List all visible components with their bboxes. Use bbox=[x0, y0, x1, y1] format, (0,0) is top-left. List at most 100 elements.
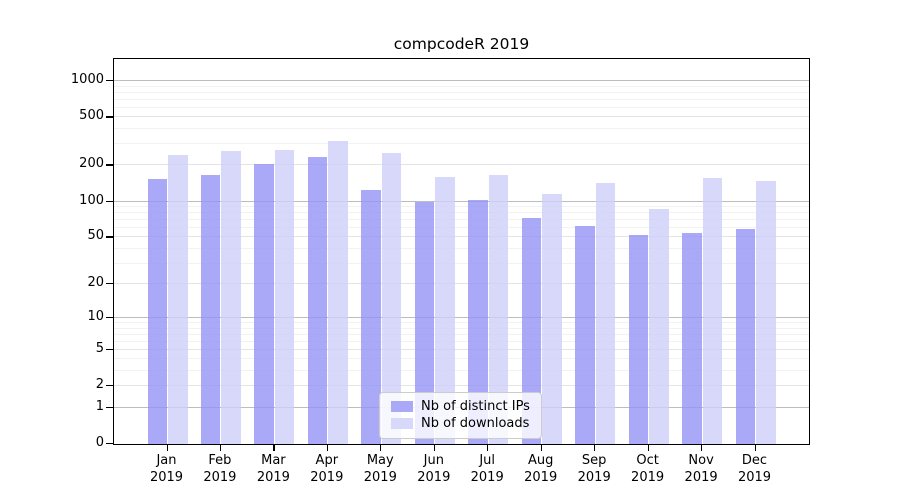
gridline bbox=[114, 358, 809, 360]
bar-distinct-ips-may bbox=[361, 189, 381, 444]
gridline bbox=[114, 247, 809, 249]
gridline bbox=[114, 333, 809, 335]
y-tick-label: 0 bbox=[95, 435, 104, 450]
x-tick-mark bbox=[647, 445, 649, 451]
x-tick-mark bbox=[594, 445, 596, 451]
bar-downloads-feb bbox=[221, 151, 241, 444]
bar-distinct-ips-mar bbox=[254, 164, 274, 444]
bar-downloads-aug bbox=[542, 193, 562, 444]
bar-distinct-ips-jan bbox=[147, 179, 167, 444]
gridline bbox=[114, 283, 809, 285]
plot-area: Nb of distinct IPs Nb of downloads bbox=[113, 58, 810, 445]
y-tick-mark bbox=[106, 443, 113, 445]
x-tick-mark bbox=[754, 445, 756, 451]
gridline bbox=[114, 85, 809, 87]
gridline bbox=[114, 98, 809, 100]
y-tick-mark bbox=[106, 317, 113, 319]
gridline bbox=[114, 317, 809, 318]
y-tick-label: 20 bbox=[87, 275, 104, 291]
x-tick-label-jun: Jun 2019 bbox=[417, 453, 451, 485]
legend-row: Nb of distinct IPs bbox=[391, 398, 530, 415]
chart-title: compcodeR 2019 bbox=[393, 35, 530, 53]
y-tick-label: 5 bbox=[95, 340, 104, 356]
y-tick-mark bbox=[106, 164, 113, 166]
gridline bbox=[114, 262, 809, 264]
bar-downloads-mar bbox=[274, 150, 295, 444]
y-tick-mark bbox=[106, 406, 113, 408]
x-tick-label-sep: Sep 2019 bbox=[577, 453, 611, 485]
x-tick-mark bbox=[273, 445, 275, 451]
gridline bbox=[114, 80, 809, 81]
y-tick-label: 200 bbox=[79, 156, 104, 172]
x-tick-label-feb: Feb 2019 bbox=[203, 453, 237, 485]
bar-distinct-ips-oct bbox=[628, 235, 649, 444]
y-tick-mark bbox=[106, 236, 113, 238]
gridline bbox=[114, 91, 809, 93]
legend-row: Nb of downloads bbox=[391, 415, 530, 432]
bar-distinct-ips-sep bbox=[575, 225, 595, 444]
bar-downloads-may bbox=[381, 153, 402, 444]
bar-distinct-ips-jun bbox=[414, 202, 435, 444]
x-tick-label-may: May 2019 bbox=[363, 453, 397, 485]
gridline bbox=[114, 385, 809, 387]
gridline bbox=[114, 116, 809, 118]
x-tick-mark bbox=[487, 445, 489, 451]
gridline bbox=[114, 219, 809, 221]
gridline bbox=[114, 348, 809, 350]
y-tick-mark bbox=[106, 385, 113, 387]
x-tick-label-mar: Mar 2019 bbox=[256, 453, 290, 485]
bar-downloads-jul bbox=[488, 174, 509, 444]
y-tick-label: 100 bbox=[79, 192, 104, 208]
bar-downloads-dec bbox=[756, 181, 776, 444]
legend-label: Nb of downloads bbox=[421, 416, 530, 431]
y-tick-label: 2 bbox=[95, 377, 104, 393]
bar-downloads-apr bbox=[328, 140, 348, 444]
x-tick-label-dec: Dec 2019 bbox=[737, 453, 772, 485]
bar-distinct-ips-aug bbox=[521, 217, 542, 444]
y-tick-label: 50 bbox=[87, 228, 104, 244]
gridline bbox=[114, 227, 809, 228]
gridline bbox=[114, 164, 809, 166]
gridline bbox=[114, 322, 809, 323]
legend-swatch-distinct-ips bbox=[391, 401, 413, 412]
bar-distinct-ips-apr bbox=[307, 157, 328, 444]
gridline bbox=[114, 200, 809, 202]
x-tick-label-nov: Nov 2019 bbox=[684, 453, 718, 485]
x-tick-mark bbox=[166, 445, 168, 451]
gridline bbox=[114, 236, 809, 238]
x-tick-label-oct: Oct 2019 bbox=[631, 453, 665, 485]
bar-downloads-jan bbox=[168, 155, 188, 444]
legend-label: Nb of distinct IPs bbox=[421, 399, 530, 414]
bar-downloads-sep bbox=[595, 183, 616, 444]
x-tick-label-apr: Apr 2019 bbox=[310, 453, 344, 485]
x-tick-mark bbox=[326, 445, 328, 451]
bar-downloads-nov bbox=[702, 178, 723, 444]
y-tick-label: 500 bbox=[79, 108, 104, 124]
y-tick-mark bbox=[106, 116, 113, 118]
bar-distinct-ips-jul bbox=[468, 199, 488, 444]
y-tick-mark bbox=[106, 348, 113, 351]
x-tick-mark bbox=[540, 445, 542, 451]
y-tick-label: 1000 bbox=[70, 72, 104, 87]
gridline bbox=[114, 327, 809, 329]
bar-distinct-ips-feb bbox=[200, 174, 221, 444]
y-tick-mark bbox=[106, 283, 113, 285]
gridline bbox=[114, 206, 809, 207]
bar-downloads-oct bbox=[649, 209, 669, 444]
y-tick-mark bbox=[106, 200, 113, 202]
legend: Nb of distinct IPs Nb of downloads bbox=[379, 392, 542, 439]
y-tick-mark bbox=[106, 80, 113, 82]
x-tick-mark bbox=[701, 445, 703, 451]
gridline bbox=[114, 143, 809, 145]
gridline bbox=[114, 370, 809, 372]
x-tick-mark bbox=[380, 445, 382, 451]
x-tick-label-aug: Aug 2019 bbox=[524, 453, 558, 485]
legend-swatch-downloads bbox=[391, 418, 413, 429]
gridline bbox=[114, 106, 809, 108]
x-tick-label-jul: Jul 2019 bbox=[470, 453, 504, 485]
gridline bbox=[114, 128, 809, 130]
bar-downloads-jun bbox=[435, 177, 455, 444]
y-tick-label: 1 bbox=[95, 398, 104, 414]
x-tick-mark bbox=[433, 445, 435, 451]
gridline bbox=[114, 212, 809, 214]
